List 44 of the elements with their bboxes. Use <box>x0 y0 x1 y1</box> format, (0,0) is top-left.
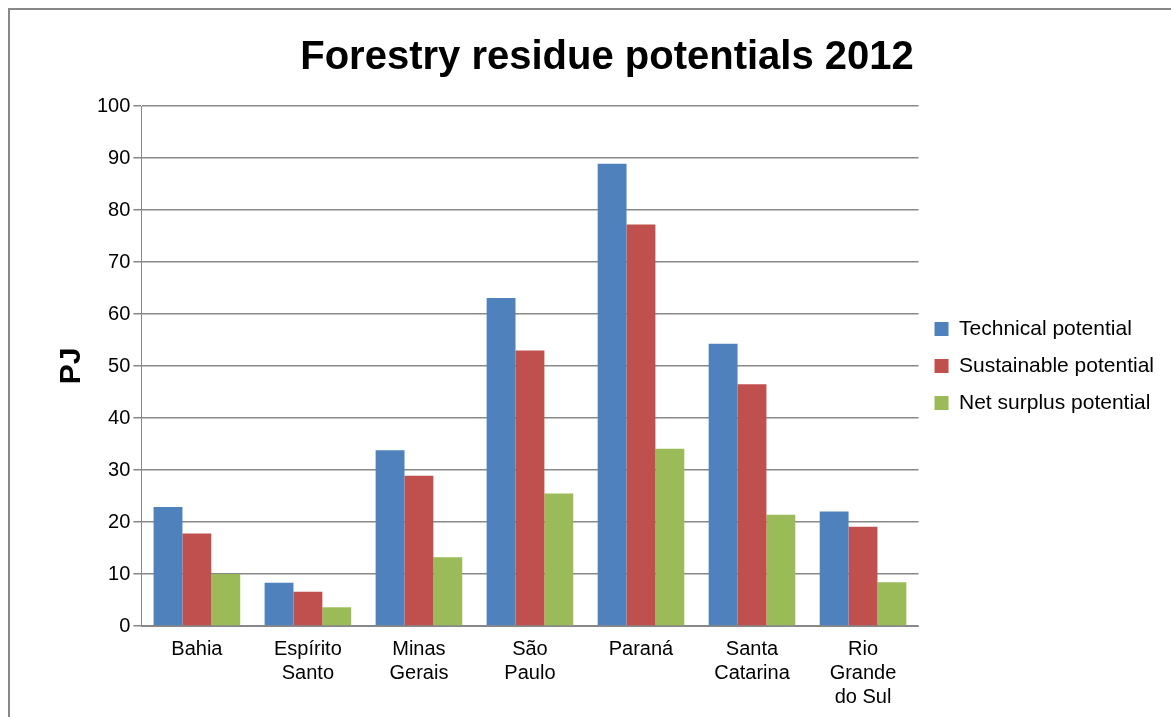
chart-title: Forestry residue potentials 2012 <box>300 33 914 78</box>
y-tick-label: 80 <box>108 197 131 220</box>
bar <box>848 526 878 626</box>
x-tick-label: São Paulo <box>504 636 556 683</box>
bar <box>597 163 627 626</box>
bar <box>375 450 405 626</box>
bar <box>153 506 183 626</box>
bar <box>544 493 574 626</box>
bar <box>293 591 323 626</box>
y-tick-label: 90 <box>108 145 131 168</box>
bar <box>737 384 767 626</box>
y-tick-label: 20 <box>108 509 131 532</box>
y-tick-label: 100 <box>96 93 131 116</box>
x-tick-label: Minas Gerais <box>389 636 449 683</box>
y-tick-label: 10 <box>108 561 131 584</box>
x-tick-label: Paraná <box>608 636 675 659</box>
legend-label: Technical potential <box>959 315 1132 339</box>
bar <box>322 607 352 626</box>
y-axis-title: PJ <box>53 347 87 385</box>
y-tick-label: 50 <box>108 353 131 376</box>
y-tick-label: 70 <box>108 249 131 272</box>
bar <box>877 582 907 626</box>
legend-label: Sustainable potential <box>959 352 1155 376</box>
y-tick-label: 30 <box>108 457 131 480</box>
bar <box>211 574 241 626</box>
x-tick-label: Rio Grande do Sul <box>829 636 897 707</box>
y-tick-label: 40 <box>108 405 131 428</box>
x-tick-label: Santa Catarina <box>714 636 791 683</box>
bar <box>433 557 463 626</box>
x-tick-label: Espírito Santo <box>274 636 342 683</box>
bar <box>766 514 796 626</box>
y-tick-label: 0 <box>119 613 131 636</box>
y-tick-label: 60 <box>108 301 131 324</box>
x-tick-label: Bahia <box>171 636 224 659</box>
bar <box>708 343 738 626</box>
bar <box>819 511 849 626</box>
legend-label: Net surplus potential <box>959 389 1151 413</box>
bar <box>515 350 545 626</box>
bar <box>626 224 656 626</box>
bar <box>264 582 294 626</box>
bar <box>486 297 516 626</box>
bar <box>655 448 685 626</box>
bar <box>404 475 434 626</box>
bar <box>182 533 212 626</box>
